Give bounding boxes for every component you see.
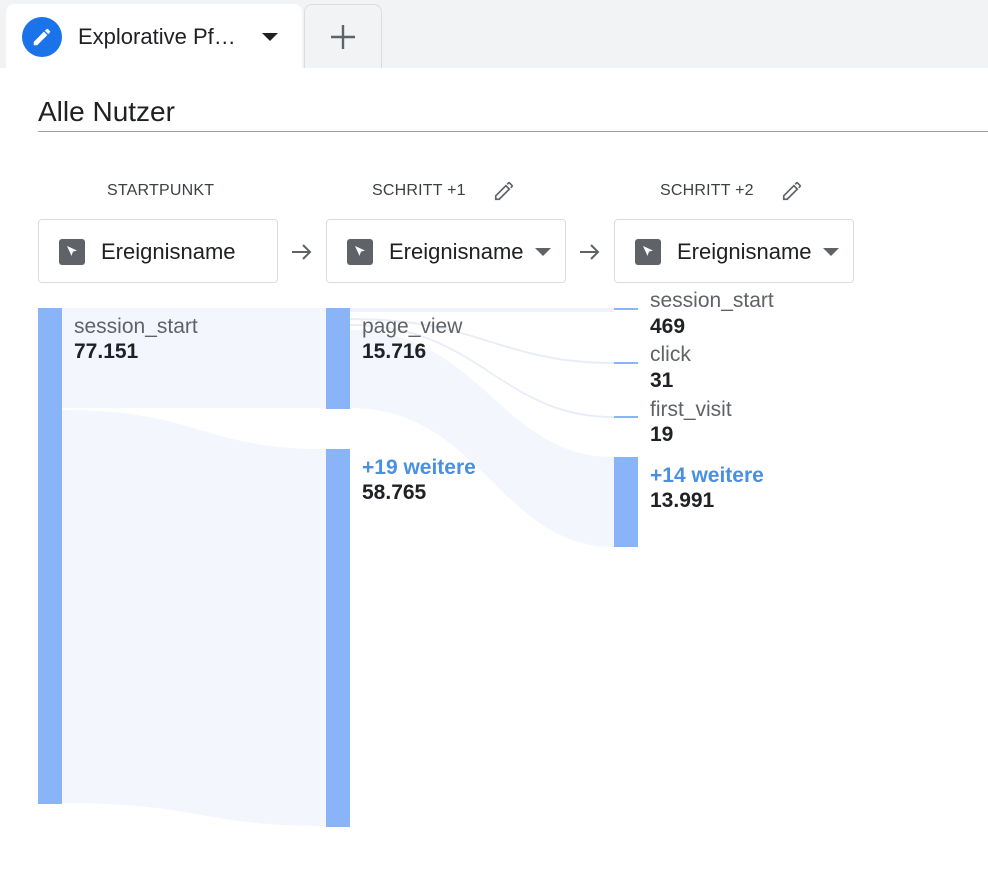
node-label-click: click bbox=[650, 343, 691, 366]
step-start-selector[interactable]: Ereignisname bbox=[38, 219, 278, 283]
node-bar-step2-session-start[interactable] bbox=[614, 308, 638, 310]
step-header-start: STARTPUNKT bbox=[107, 182, 215, 199]
step-header-2: SCHRITT +2 bbox=[660, 182, 754, 199]
node-bar-session-start[interactable] bbox=[38, 308, 62, 804]
node-bar-first-visit[interactable] bbox=[614, 416, 638, 418]
caret-down-icon bbox=[535, 248, 551, 256]
step-header-1: SCHRITT +1 bbox=[372, 182, 466, 199]
arrow-right-icon bbox=[289, 240, 315, 264]
node-bar-page-view[interactable] bbox=[326, 308, 350, 409]
segment-divider bbox=[38, 131, 988, 132]
add-tab-button[interactable] bbox=[304, 4, 382, 68]
segment-title[interactable]: Alle Nutzer bbox=[38, 96, 175, 127]
step-2-selector-label: Ereignisname bbox=[677, 239, 812, 264]
flow-start-to-more bbox=[62, 410, 326, 826]
flow-page-view-to-more bbox=[350, 330, 614, 547]
tab-explorative[interactable]: Explorative Pf… bbox=[6, 4, 302, 70]
step-1-selector-label: Ereignisname bbox=[389, 239, 524, 264]
node-label-page-view: page_view bbox=[362, 315, 463, 338]
node-bar-step1-more[interactable] bbox=[326, 449, 350, 827]
node-value-step1-more: 58.765 bbox=[362, 481, 427, 504]
cursor-icon bbox=[347, 239, 373, 265]
cursor-icon bbox=[635, 239, 661, 265]
step-1-selector[interactable]: Ereignisname bbox=[326, 219, 566, 283]
node-value-first-visit: 19 bbox=[650, 423, 674, 446]
node-value-session-start: 77.151 bbox=[74, 340, 139, 363]
node-value-step2-more: 13.991 bbox=[650, 489, 715, 512]
edit-step-1-pencil-icon[interactable] bbox=[491, 178, 517, 204]
step-start-selector-label: Ereignisname bbox=[101, 239, 236, 264]
step-2-selector[interactable]: Ereignisname bbox=[614, 219, 854, 283]
node-label-session-start: session_start bbox=[74, 315, 198, 338]
node-label-step2-session-start: session_start bbox=[650, 289, 774, 312]
caret-down-icon bbox=[823, 248, 839, 256]
plus-icon bbox=[331, 24, 355, 49]
expand-more-step1-link[interactable]: +19 weitere bbox=[362, 456, 476, 479]
node-label-first-visit: first_visit bbox=[650, 398, 732, 421]
node-value-page-view: 15.716 bbox=[362, 340, 427, 363]
pencil-icon bbox=[22, 17, 62, 57]
tab-title: Explorative Pf… bbox=[78, 24, 236, 49]
node-value-click: 31 bbox=[650, 369, 674, 392]
tab-menu-caret-icon[interactable] bbox=[262, 33, 278, 41]
cursor-icon bbox=[59, 239, 85, 265]
arrow-right-icon bbox=[577, 240, 603, 264]
node-bar-step2-more[interactable] bbox=[614, 457, 638, 547]
node-value-step2-session-start: 469 bbox=[650, 315, 686, 338]
edit-step-2-pencil-icon[interactable] bbox=[779, 178, 805, 204]
flow-start-to-page-view bbox=[62, 308, 326, 408]
node-bar-click[interactable] bbox=[614, 362, 638, 364]
tab-bar: Explorative Pf… bbox=[0, 0, 988, 70]
expand-more-step2-link[interactable]: +14 weitere bbox=[650, 464, 764, 487]
flow-page-view-to-session-start bbox=[350, 308, 614, 312]
